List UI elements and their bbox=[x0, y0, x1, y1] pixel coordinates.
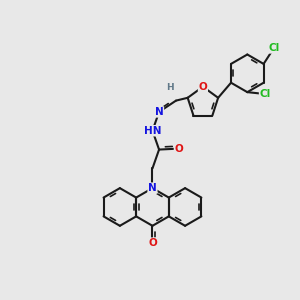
Text: HN: HN bbox=[144, 126, 161, 136]
Text: O: O bbox=[148, 238, 157, 248]
Text: H: H bbox=[167, 83, 174, 92]
Text: N: N bbox=[155, 107, 164, 117]
Text: O: O bbox=[199, 82, 207, 92]
Text: O: O bbox=[175, 144, 183, 154]
Text: Cl: Cl bbox=[268, 43, 280, 53]
Text: N: N bbox=[148, 183, 157, 193]
Text: Cl: Cl bbox=[260, 89, 271, 99]
